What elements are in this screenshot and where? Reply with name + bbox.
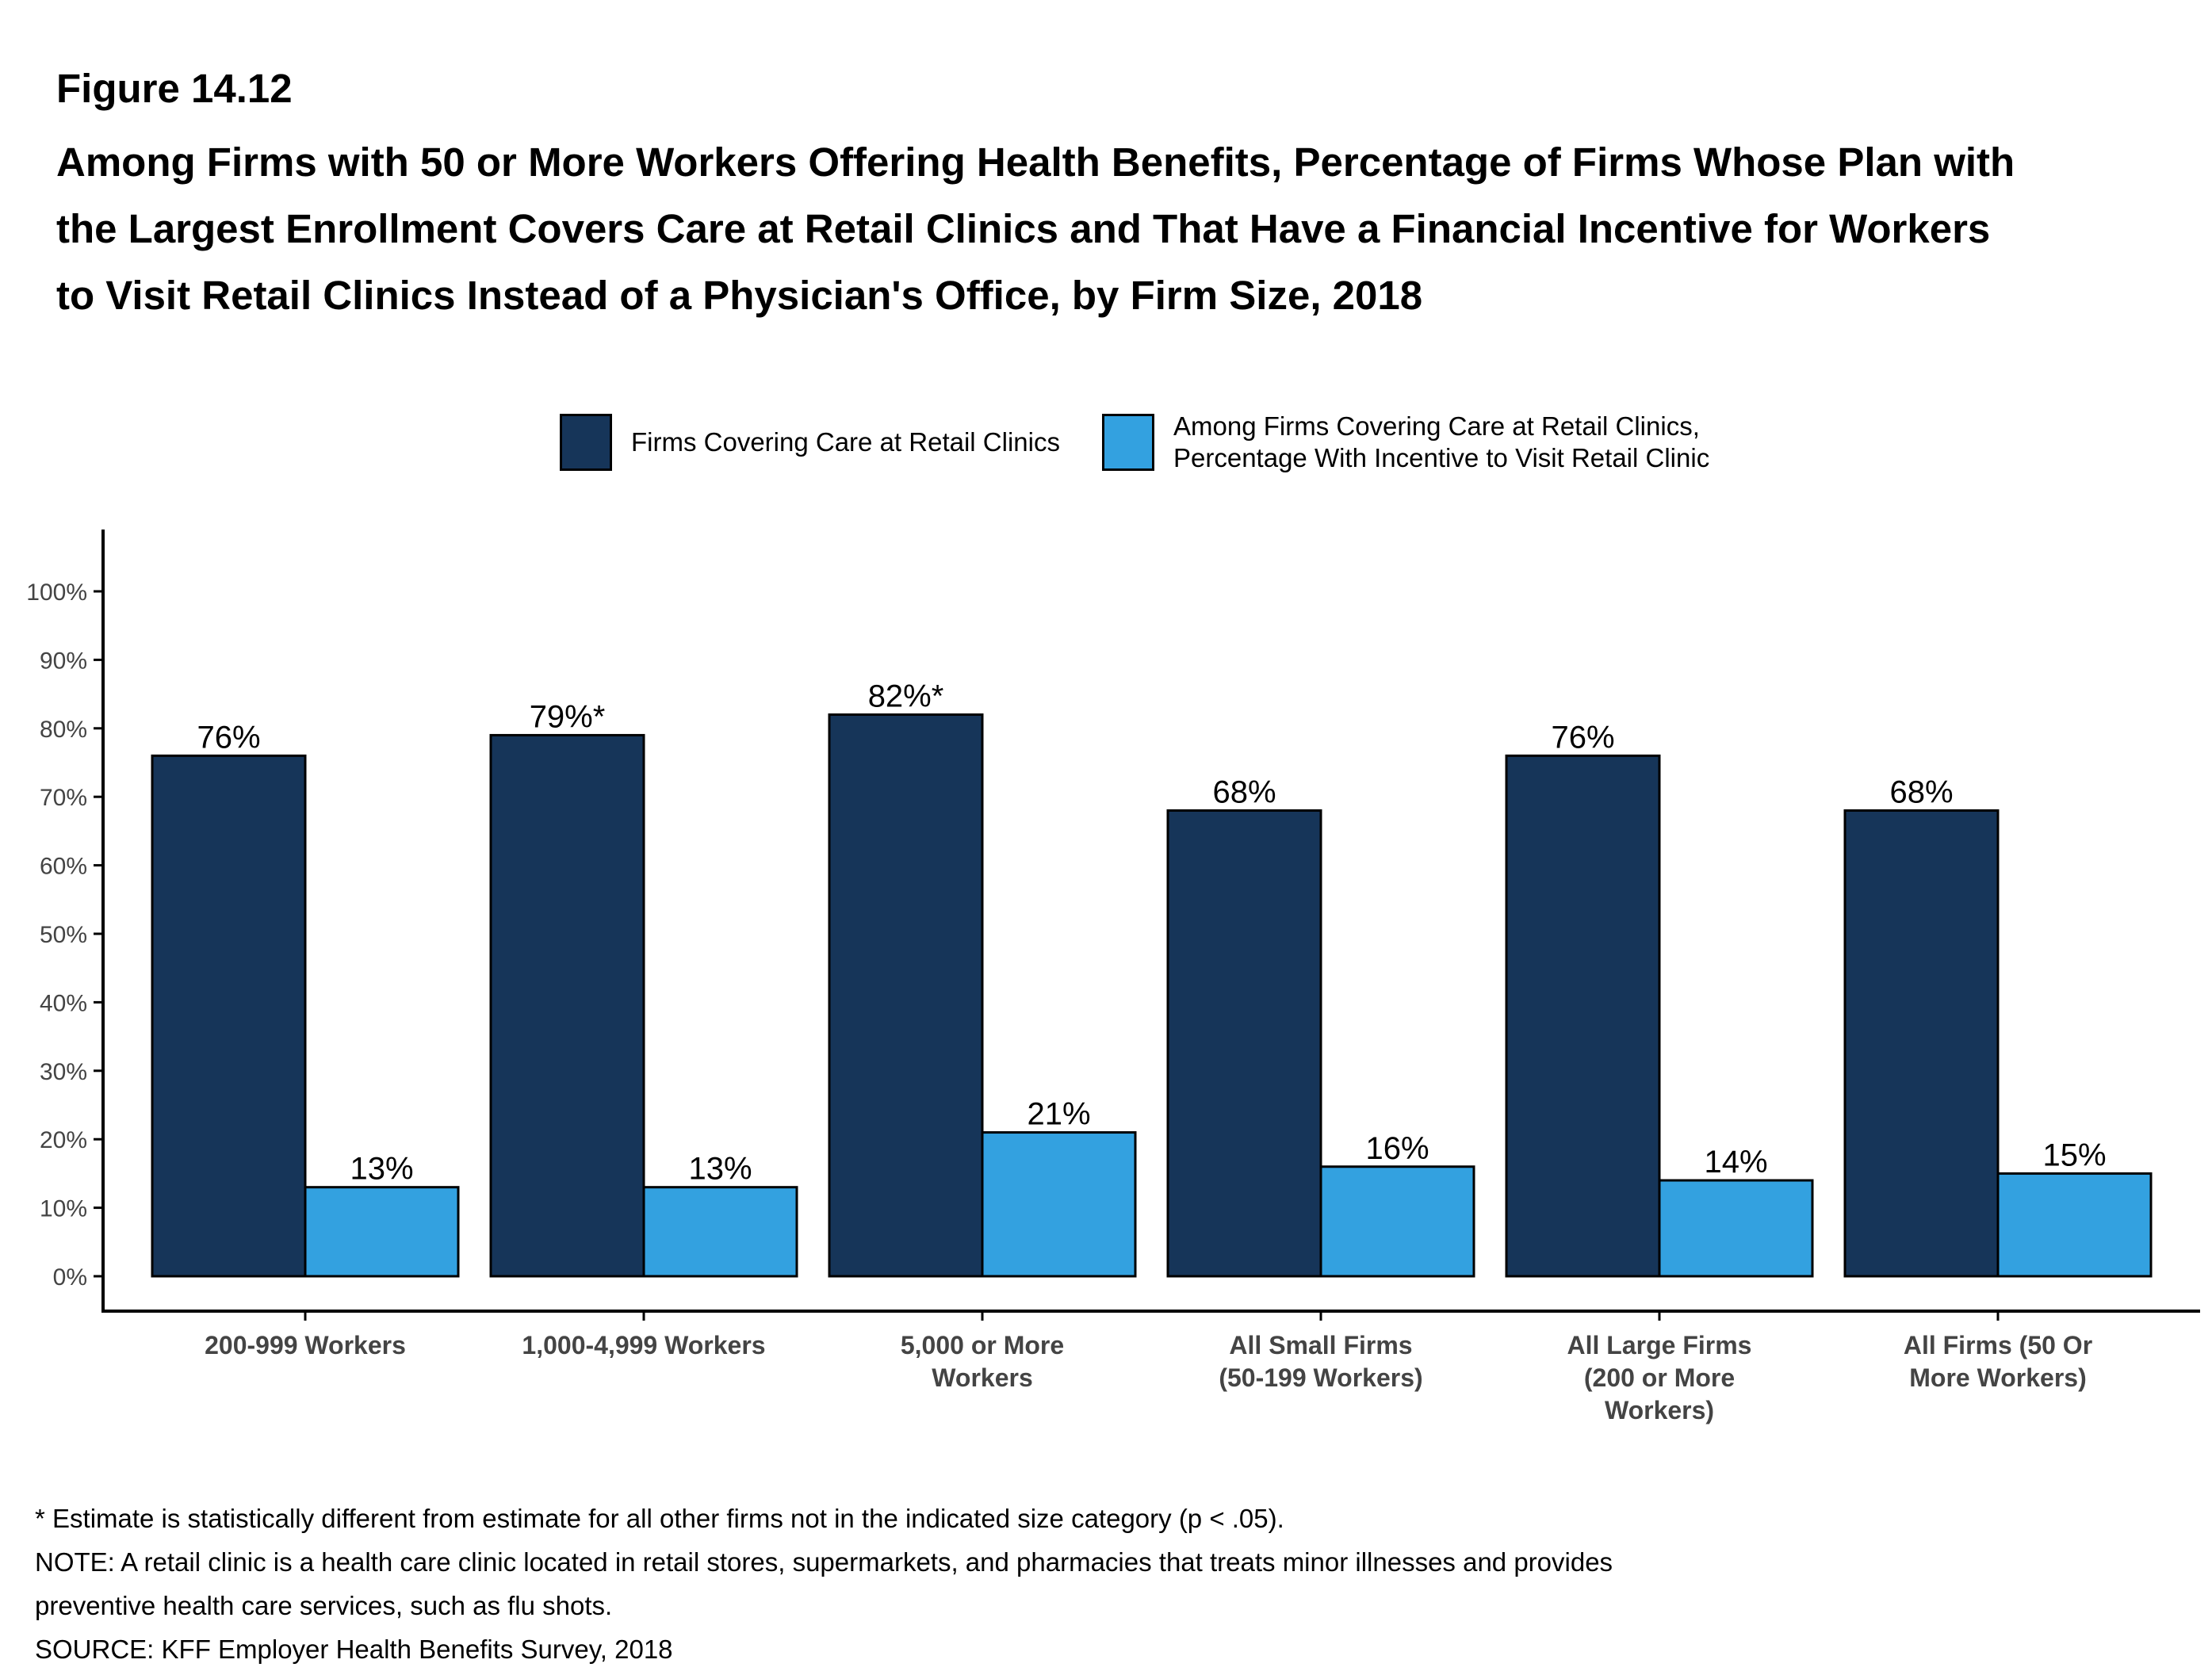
legend-item-incentive: Among Firms Covering Care at Retail Clin…: [1102, 411, 1709, 474]
y-tick-label: 20%: [40, 1127, 87, 1153]
y-tick-label: 10%: [40, 1196, 87, 1222]
x-category-label: All Large Firms: [1567, 1331, 1752, 1359]
y-tick-label: 90%: [40, 648, 87, 674]
legend-swatch-dark: [560, 414, 612, 471]
figure-title: Among Firms with 50 or More Workers Offe…: [56, 140, 2015, 318]
bar-incentive: [1996, 1172, 2153, 1278]
legend-item-retail-coverage: Firms Covering Care at Retail Clinics: [560, 411, 1060, 474]
bar-retail-coverage: [1505, 754, 1661, 1278]
data-label: 76%: [197, 720, 260, 755]
data-label: 79%*: [530, 699, 606, 734]
y-tick-label: 100%: [26, 579, 87, 606]
y-tick-label: 50%: [40, 922, 87, 948]
footnote-source: SOURCE: KFF Employer Health Benefits Sur…: [35, 1635, 673, 1664]
bar-retail-coverage: [1843, 809, 2000, 1278]
legend-swatch-light: [1102, 414, 1154, 471]
data-label: 21%: [1027, 1097, 1090, 1132]
data-label: 16%: [1365, 1131, 1429, 1166]
chart-legend: Firms Covering Care at Retail Clinics Am…: [0, 411, 2212, 477]
bar-incentive: [304, 1186, 460, 1278]
legend-label-incentive: Among Firms Covering Care at Retail Clin…: [1173, 411, 1710, 472]
y-tick-label: 70%: [40, 785, 87, 811]
data-label: 68%: [1889, 774, 1953, 809]
bar-chart: 0% 10% 20% 30% 40% 50% 60% 70% 80% 90% 100% 76% 13% 2…: [26, 530, 2200, 1424]
bar-retail-coverage: [489, 733, 645, 1278]
footnote-note-line1: NOTE: A retail clinic is a health care c…: [35, 1547, 1613, 1577]
x-category-label: (50-199 Workers): [1219, 1363, 1422, 1392]
x-category-label: All Firms (50 Or: [1904, 1331, 2092, 1359]
data-label: 68%: [1212, 774, 1276, 809]
data-label: 76%: [1551, 720, 1614, 755]
y-tick-label: 0%: [53, 1264, 87, 1291]
data-label: 13%: [688, 1152, 752, 1187]
data-label: 15%: [2042, 1138, 2106, 1172]
bar-incentive: [1658, 1179, 1814, 1278]
x-category-label: 200-999 Workers: [205, 1331, 406, 1359]
bar-retail-coverage: [151, 754, 307, 1278]
x-category-label: All Small Firms: [1229, 1331, 1412, 1359]
footnote-note-line2: preventive health care services, such as…: [35, 1591, 613, 1620]
figure-label: Figure 14.12: [56, 66, 293, 111]
y-tick-label: 30%: [40, 1059, 87, 1085]
data-label: 14%: [1704, 1145, 1767, 1180]
data-label: 82%*: [868, 679, 944, 714]
x-category-label: (200 or More: [1584, 1363, 1735, 1392]
bar-retail-coverage: [828, 713, 984, 1278]
bar-incentive: [642, 1186, 798, 1278]
legend-label-retail-coverage: Firms Covering Care at Retail Clinics: [631, 427, 1060, 457]
x-category-label: Workers): [1605, 1396, 1714, 1424]
x-category-label: 1,000-4,999 Workers: [522, 1331, 765, 1359]
y-tick-label: 80%: [40, 717, 87, 743]
bar-retail-coverage: [1166, 809, 1322, 1278]
bar-incentive: [981, 1131, 1137, 1278]
bar-incentive: [1319, 1165, 1475, 1278]
data-label: 13%: [350, 1152, 413, 1187]
x-category-label: 5,000 or More: [901, 1331, 1064, 1359]
footnotes: * Estimate is statistically different fr…: [35, 1497, 1613, 1671]
y-tick-label: 60%: [40, 854, 87, 880]
y-tick-label: 40%: [40, 990, 87, 1016]
footnote-significance: * Estimate is statistically different fr…: [35, 1504, 1284, 1533]
x-category-label: More Workers): [1909, 1363, 2086, 1392]
x-category-label: Workers: [932, 1363, 1032, 1392]
